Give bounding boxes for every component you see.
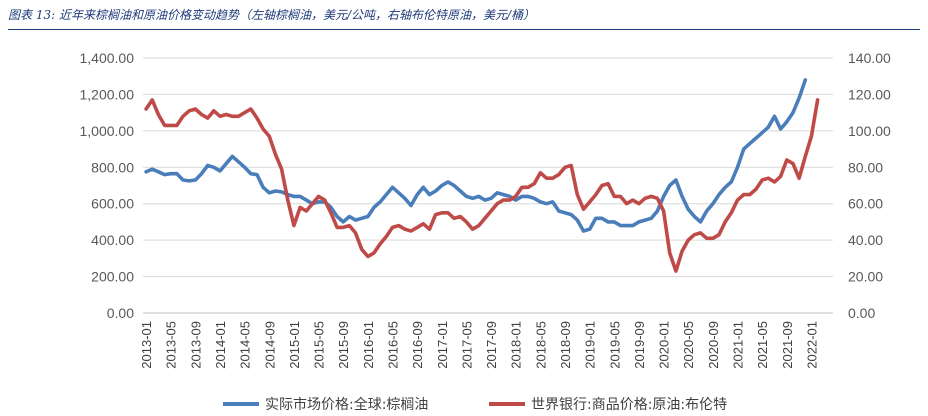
- left-axis-tick-label: 800.00: [91, 159, 134, 175]
- x-axis-tick-label: 2021-09: [780, 321, 795, 369]
- x-axis-tick-label: 2018-01: [509, 321, 524, 369]
- x-axis-tick-label: 2013-09: [188, 321, 203, 369]
- left-axis-ticks: 1,400.00 1,200.00 1,000.00 800.00 600.00 400.…: [80, 50, 135, 321]
- x-axis-tick-label: 2015-01: [287, 321, 302, 369]
- x-axis-tick-label: 2020-09: [706, 321, 721, 369]
- x-axis-tick-label: 2014-05: [238, 321, 253, 369]
- x-axis-tick-label: 2021-01: [731, 321, 746, 369]
- x-axis-tick-label: 2018-09: [558, 321, 573, 369]
- caption-rule: [8, 29, 920, 30]
- right-axis-tick-label: 120.00: [848, 86, 891, 102]
- x-axis-tick-label: 2013-01: [139, 321, 154, 369]
- x-axis-tick-label: 2020-05: [681, 321, 696, 369]
- x-axis-tick-label: 2014-01: [213, 321, 228, 369]
- right-axis-tick-label: 40.00: [848, 232, 883, 248]
- right-axis-tick-label: 140.00: [848, 50, 891, 66]
- left-axis-tick-label: 200.00: [91, 269, 134, 285]
- x-axis-tick-label: 2019-01: [583, 321, 598, 369]
- right-axis-tick-label: 20.00: [848, 269, 883, 285]
- right-axis-tick-label: 0.00: [848, 305, 875, 321]
- x-axis-tick-label: 2014-09: [262, 321, 277, 369]
- x-axis-tick-label: 2015-09: [336, 321, 351, 369]
- left-axis-tick-label: 600.00: [91, 196, 134, 212]
- x-axis-tick-label: 2017-05: [459, 321, 474, 369]
- x-axis-tick-label: 2016-05: [386, 321, 401, 369]
- left-axis-tick-label: 400.00: [91, 232, 134, 248]
- x-axis-tick-label: 2016-01: [361, 321, 376, 369]
- x-axis-tick-label: 2021-05: [755, 321, 770, 369]
- legend-label-brent: 世界银行:商品价格:原油:布伦特: [531, 397, 727, 413]
- x-axis-tick-label: 2018-05: [533, 321, 548, 369]
- figure-caption: 图表 13: 近年来棕榈油和原油价格变动趋势（左轴棕榈油，美元/公吨，右轴布伦特…: [8, 8, 536, 22]
- x-axis-tick-label: 2017-01: [435, 321, 450, 369]
- x-axis-tick-label: 2017-09: [484, 321, 499, 369]
- series-lines: [144, 78, 820, 273]
- legend-label-palm-oil: 实际市场价格:全球:棕榈油: [265, 396, 428, 413]
- brent-crude-price-line: [144, 98, 820, 273]
- x-axis-tick-label: 2013-05: [164, 321, 179, 369]
- right-axis-ticks: 140.00 120.00 100.00 80.00 60.00 40.00 20.00 0.…: [848, 50, 891, 321]
- left-axis-tick-label: 0.00: [107, 305, 134, 321]
- right-axis-tick-label: 60.00: [848, 196, 883, 212]
- x-axis-tick-label: 2015-05: [312, 321, 327, 369]
- x-axis-tick-label: 2016-09: [410, 321, 425, 369]
- left-axis-tick-label: 1,400.00: [80, 50, 135, 66]
- right-axis-tick-label: 100.00: [848, 123, 891, 139]
- left-axis-tick-label: 1,200.00: [80, 86, 135, 102]
- x-axis-ticks: 2013-01 2013-05 2013-09 2014-01 2014-05 2014-…: [139, 321, 819, 369]
- x-axis-tick-label: 2019-05: [607, 321, 622, 369]
- left-axis-tick-label: 1,000.00: [80, 123, 135, 139]
- gridlines: [143, 57, 833, 314]
- x-axis-tick-label: 2022-01: [804, 321, 819, 369]
- right-axis-tick-label: 80.00: [848, 159, 883, 175]
- palm-oil-price-line: [144, 78, 808, 233]
- x-axis-tick-label: 2020-01: [657, 321, 672, 369]
- x-axis-tick-label: 2019-09: [632, 321, 647, 369]
- legend: 实际市场价格:全球:棕榈油 世界银行:商品价格:原油:布伦特: [223, 396, 727, 413]
